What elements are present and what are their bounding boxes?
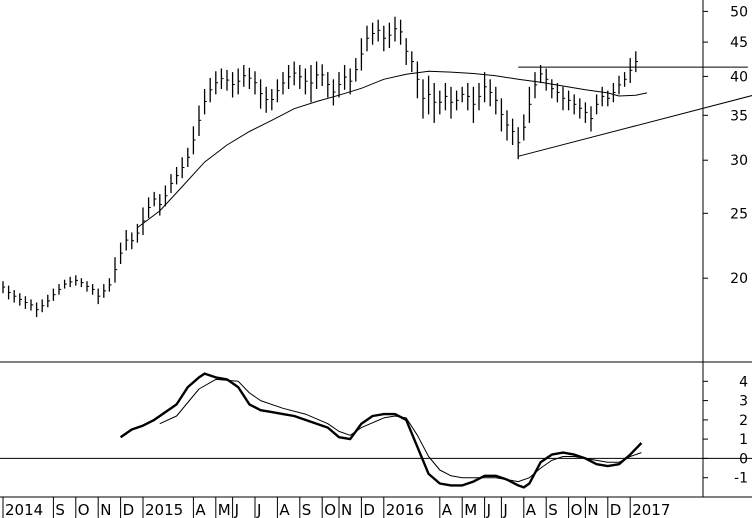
oscillator-tick-label: 2 [739, 413, 748, 429]
x-axis-label: M [464, 501, 477, 518]
oscillator-tick-label: 1 [739, 432, 748, 448]
x-axis-label: N [341, 501, 352, 518]
price-bars [2, 16, 638, 318]
x-axis-label: A [526, 501, 537, 518]
x-axis-label: 2016 [386, 501, 424, 518]
x-axis-label: N [100, 501, 111, 518]
x-axis-label: D [363, 501, 375, 518]
x-axis-label: J [486, 501, 491, 518]
x-axis-label: S [55, 501, 65, 518]
price-tick-label: 40 [730, 69, 748, 85]
price-tick-label: 25 [730, 206, 748, 222]
oscillator-signal-line [159, 378, 642, 483]
oscillator-tick-label: 0 [739, 451, 748, 467]
x-axis-label: A [442, 501, 453, 518]
price-tick-label: 20 [730, 271, 748, 287]
oscillator-tick-label: -1 [734, 471, 748, 487]
oscillator-tick-label: 4 [739, 374, 748, 390]
x-axis-label: O [571, 501, 583, 518]
x-axis-label: O [78, 501, 90, 518]
x-axis-label: A [195, 501, 206, 518]
price-panel [2, 16, 752, 318]
x-axis-label: D [610, 501, 622, 518]
trendline [518, 95, 752, 157]
price-tick-label: 30 [730, 153, 748, 169]
price-tick-label: 35 [730, 108, 748, 124]
x-axis-label: 2014 [5, 501, 43, 518]
price-tick-label: 50 [730, 4, 748, 20]
x-axis-label: J [234, 501, 239, 518]
oscillator-axis-ticks: -1 0 1 2 3 4 [703, 374, 748, 487]
oscillator-tick-label: 3 [739, 394, 748, 410]
x-axis-label: 2015 [145, 501, 183, 518]
x-axis-label: O [324, 501, 336, 518]
moving-average-layer [137, 70, 648, 229]
x-axis-labels: 2014 S O N D 2015 A M J J A S O N D 2016 A M J J A S O N D 2017 [2, 497, 670, 518]
x-axis-label: J [256, 501, 261, 518]
price-axis-ticks: 20 25 30 35 40 45 50 [703, 4, 748, 287]
x-axis-label: 2017 [632, 501, 670, 518]
trendline-layer [518, 66, 752, 157]
x-axis-label: D [123, 501, 135, 518]
oscillator-lines [0, 372, 752, 489]
x-axis-label: N [587, 501, 598, 518]
oscillator-main-line [119, 372, 643, 489]
x-axis-label: A [279, 501, 290, 518]
price-tick-label: 45 [730, 35, 748, 51]
x-axis-label: M [218, 501, 231, 518]
moving-average-line [137, 70, 648, 229]
x-axis-label: S [302, 501, 312, 518]
x-axis-label: S [548, 501, 558, 518]
oscillator-panel [0, 372, 752, 489]
x-axis-label: J [502, 501, 507, 518]
